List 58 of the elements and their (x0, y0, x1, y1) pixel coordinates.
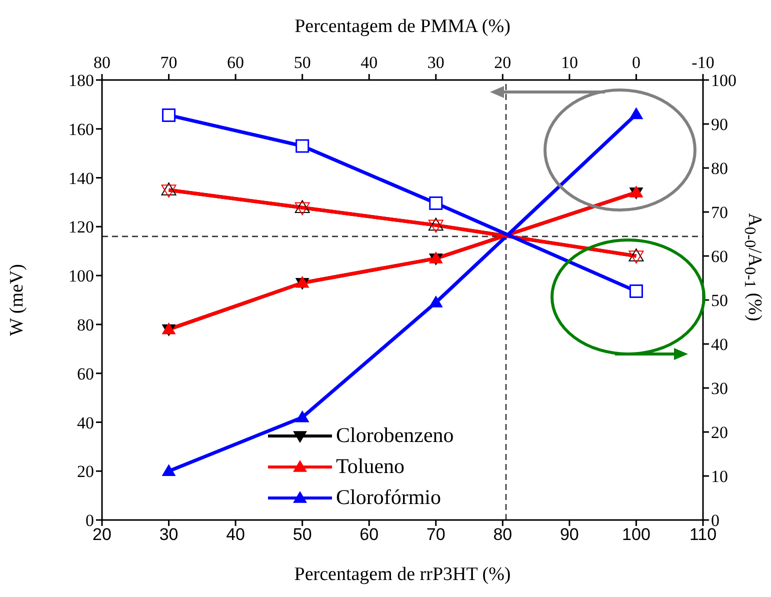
x-tick-label: 50 (292, 525, 312, 544)
y2-tick-label: 40 (711, 335, 728, 354)
x2-tick-label: 70 (160, 53, 178, 72)
point (629, 185, 644, 198)
point (295, 410, 310, 422)
x2-tick-label: 20 (494, 53, 512, 72)
y2-tick-label: 80 (711, 159, 728, 178)
y-tick-label: 60 (77, 364, 94, 384)
legend-label: Clorobenzeno (336, 423, 454, 448)
y2-tick-label: 30 (711, 379, 728, 398)
x2-tick-label: 0 (632, 53, 640, 72)
y2-tick-label: 90 (711, 115, 728, 134)
x-tick-label: 30 (159, 525, 178, 544)
x-tick-label: 70 (426, 525, 446, 544)
x-tick-label: 60 (360, 525, 379, 544)
y-tick-label: 40 (77, 413, 94, 432)
x-tick-label: 40 (226, 525, 246, 544)
y-tick-label: 160 (68, 120, 94, 139)
y-tick-label: 20 (77, 462, 94, 482)
x2-tick-label: 60 (227, 53, 244, 72)
y2-tick-label: 20 (711, 423, 728, 442)
x-tick-label: 90 (560, 525, 579, 544)
x2-tick-label: 10 (560, 53, 578, 72)
x-tick-label: 110 (689, 525, 717, 544)
point (296, 139, 310, 153)
y-tick-label: 100 (68, 266, 94, 286)
point (294, 200, 310, 213)
y2-tick-label: 60 (711, 247, 728, 266)
point (429, 196, 443, 210)
x-tick-label: 100 (622, 525, 650, 544)
point (629, 284, 643, 298)
legend-label: Tolueno (336, 454, 405, 479)
y-tick-label: 120 (68, 218, 94, 237)
y2-tick-label: 50 (711, 291, 728, 310)
y-tick-label: 80 (77, 315, 94, 334)
point (428, 251, 443, 264)
x-axis-title: Percentagem de rrP3HT (%) (294, 564, 511, 585)
point (629, 107, 644, 120)
x2-tick-label: -10 (692, 53, 714, 72)
x-tick-label: 80 (493, 525, 512, 544)
y2-tick-label: 70 (711, 203, 728, 222)
legend-label: Clorofórmio (336, 485, 441, 510)
point (428, 295, 443, 308)
x2-tick-label: 40 (360, 53, 378, 72)
y-tick-label: 140 (68, 168, 94, 188)
y-tick-label: 0 (86, 511, 94, 530)
x-tick-label: 20 (92, 525, 112, 544)
x2-tick-label: 50 (294, 53, 311, 72)
point (162, 108, 176, 122)
y2-tick-label: 100 (711, 71, 736, 90)
x2-tick-label: 80 (94, 53, 110, 72)
y-tick-label: 180 (68, 71, 94, 90)
point (294, 202, 310, 216)
x2-axis-title: Percentagem de PMMA (%) (294, 16, 512, 38)
point (162, 464, 176, 476)
y2-tick-label: 10 (711, 467, 728, 486)
x2-tick-label: 30 (427, 53, 444, 72)
y-axis-title: W (meV) (6, 264, 28, 336)
